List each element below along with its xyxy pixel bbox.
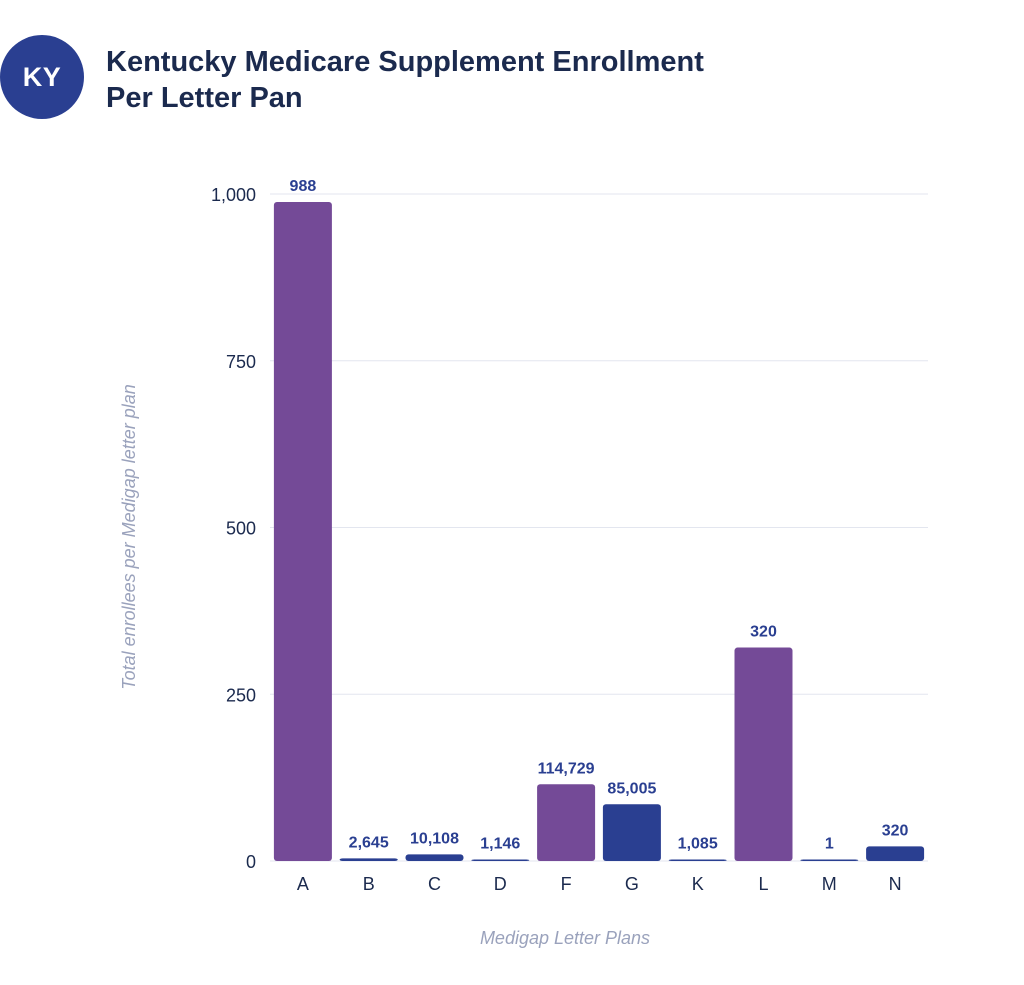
data-label: 114,729 <box>538 760 595 777</box>
bar <box>602 804 661 861</box>
x-tick-label: F <box>561 874 572 894</box>
x-axis-title: Medigap Letter Plans <box>480 928 650 948</box>
bar <box>668 859 727 861</box>
x-tick-label: D <box>494 874 507 894</box>
bar <box>273 202 332 861</box>
bar <box>471 859 530 861</box>
x-tick-label: B <box>363 874 375 894</box>
y-axis-title: Total enrollees per Medigap letter plan <box>119 384 139 690</box>
state-badge: KY <box>0 35 84 119</box>
y-tick-label: 1,000 <box>211 185 256 205</box>
chart-title-line-1: Kentucky Medicare Supplement Enrollment <box>106 46 704 78</box>
data-label: 85,005 <box>607 780 656 797</box>
x-tick-label: A <box>297 874 309 894</box>
data-label: 2,645 <box>349 834 389 851</box>
data-label: 1,146 <box>480 836 520 853</box>
bar <box>537 784 596 861</box>
x-tick-label: M <box>822 874 837 894</box>
data-label: 1,085 <box>678 836 718 853</box>
x-tick-label: N <box>889 874 902 894</box>
bar <box>800 859 859 861</box>
x-tick-label: K <box>692 874 704 894</box>
bar <box>866 846 925 861</box>
data-label: 988 <box>290 178 317 195</box>
state-badge-label: KY <box>22 61 62 92</box>
y-tick-label: 0 <box>246 852 256 872</box>
data-label: 320 <box>882 822 909 839</box>
bar <box>405 854 464 861</box>
data-label: 10,108 <box>410 830 459 847</box>
chart-title-line-2: Per Letter Pan <box>106 82 303 114</box>
x-tick-label: G <box>625 874 639 894</box>
y-tick-label: 250 <box>226 685 256 705</box>
x-tick-label: L <box>758 874 768 894</box>
bar <box>734 647 793 861</box>
y-tick-label: 500 <box>226 519 256 539</box>
data-label: 1 <box>825 836 834 853</box>
y-tick-label: 750 <box>226 352 256 372</box>
x-tick-label: C <box>428 874 441 894</box>
chart-title: Kentucky Medicare Supplement Enrollment … <box>106 44 866 116</box>
bar <box>339 858 398 861</box>
data-label: 320 <box>750 624 777 641</box>
